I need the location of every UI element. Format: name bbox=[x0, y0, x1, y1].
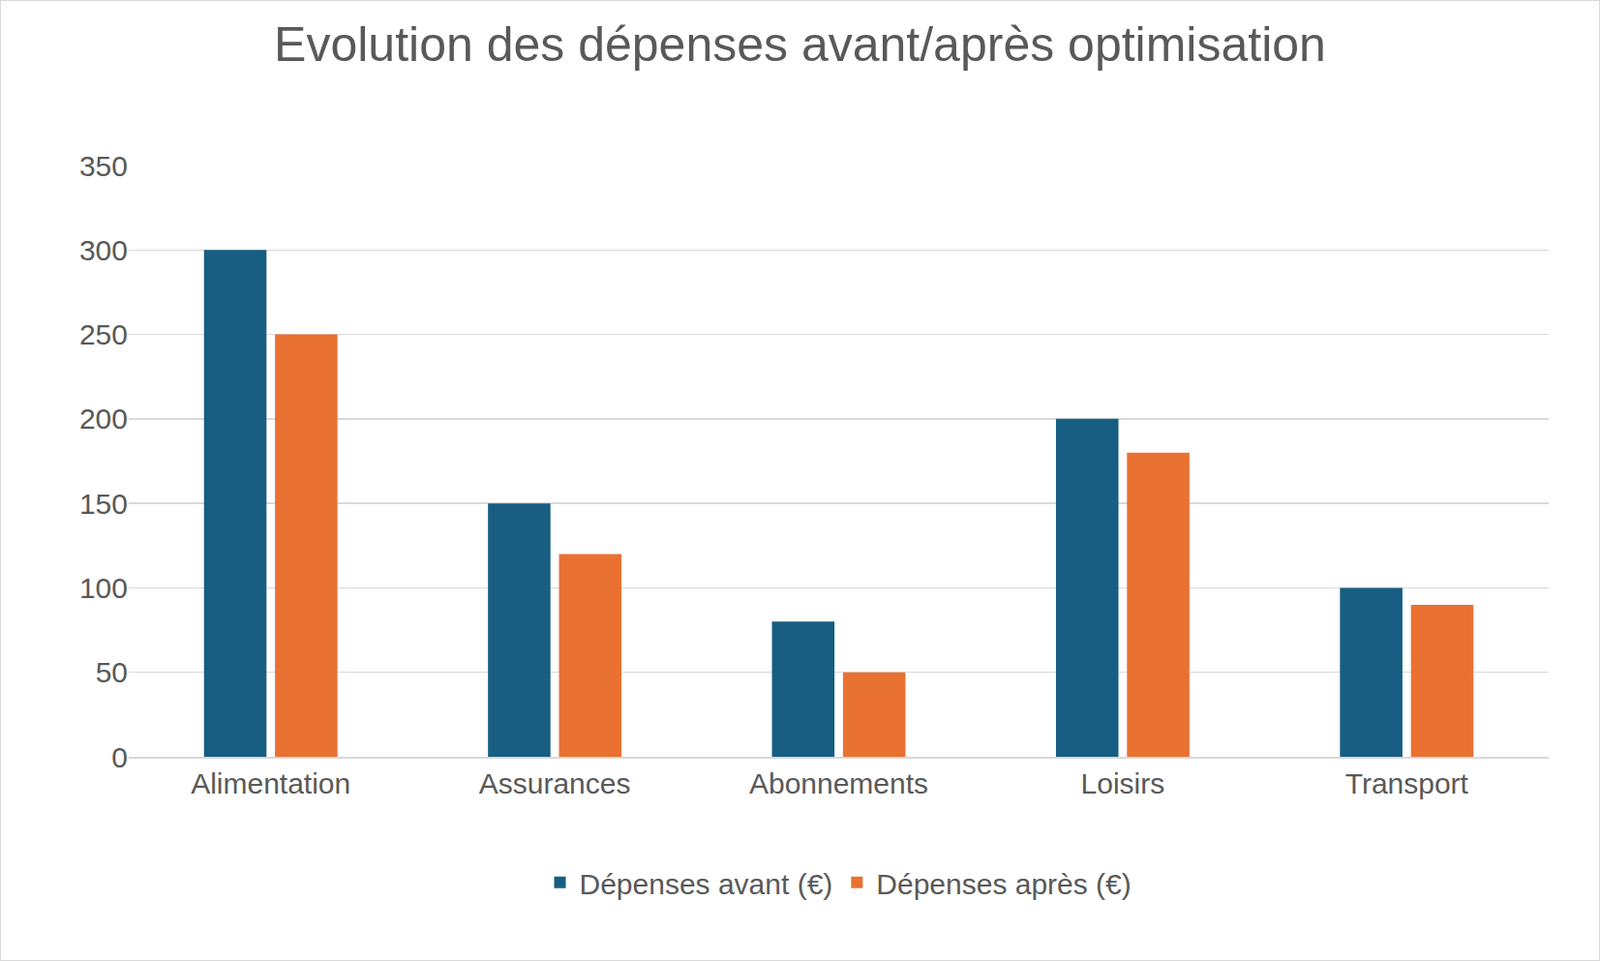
svg-text:Dépenses après (€): Dépenses après (€) bbox=[875, 868, 1131, 901]
svg-text:50: 50 bbox=[95, 656, 128, 689]
svg-text:200: 200 bbox=[79, 402, 128, 435]
svg-text:Loisirs: Loisirs bbox=[1081, 767, 1166, 800]
svg-text:Evolution des dépenses avant/a: Evolution des dépenses avant/après optim… bbox=[273, 17, 1327, 72]
svg-text:Alimentation: Alimentation bbox=[190, 767, 351, 800]
svg-text:100: 100 bbox=[79, 572, 128, 604]
svg-text:Abonnements: Abonnements bbox=[749, 767, 929, 800]
svg-text:Dépenses avant (€): Dépenses avant (€) bbox=[579, 868, 834, 901]
svg-text:0: 0 bbox=[111, 741, 128, 774]
svg-text:150: 150 bbox=[79, 487, 128, 520]
svg-text:Transport: Transport bbox=[1345, 767, 1470, 800]
svg-text:350: 350 bbox=[79, 150, 128, 182]
svg-text:300: 300 bbox=[79, 234, 128, 267]
svg-text:250: 250 bbox=[79, 318, 128, 351]
svg-text:Assurances: Assurances bbox=[479, 767, 632, 800]
